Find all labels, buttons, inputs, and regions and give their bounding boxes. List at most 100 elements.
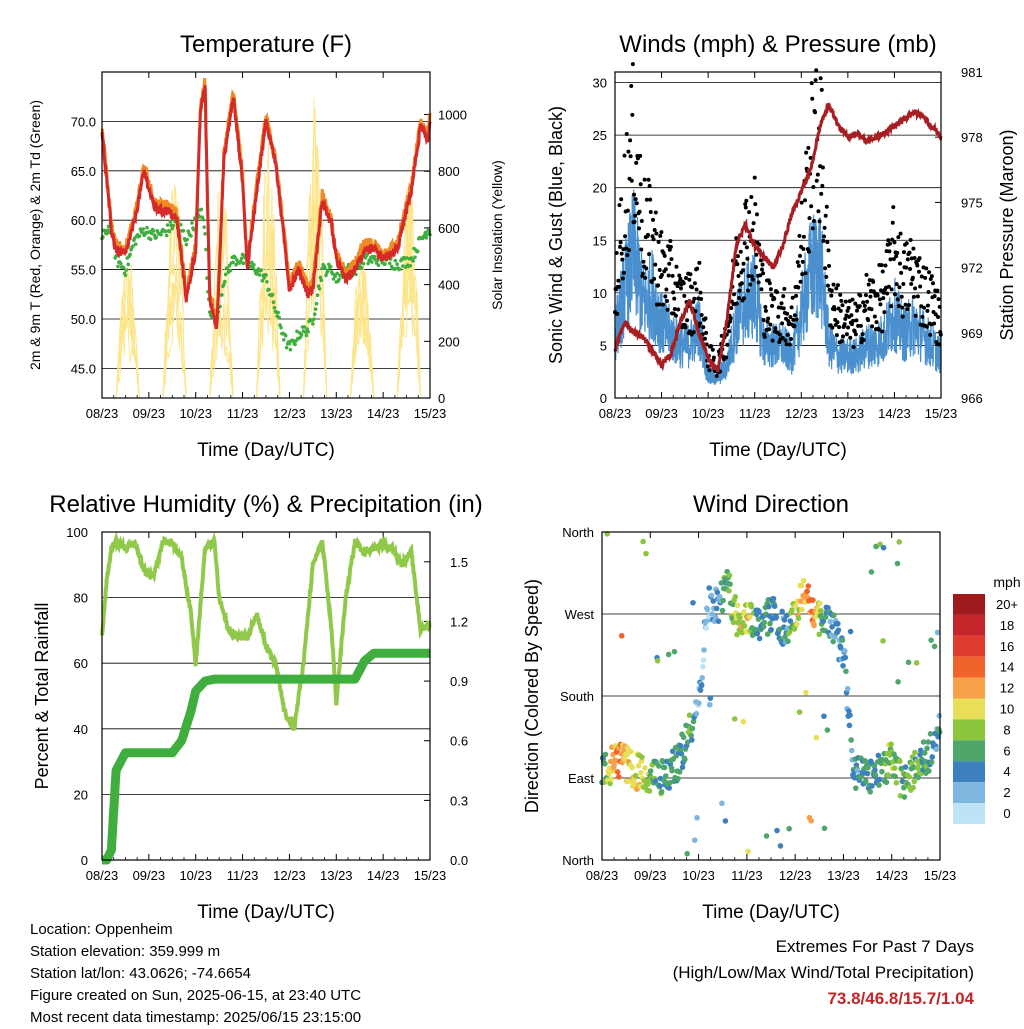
temperature-dewpoint-point xyxy=(408,263,413,268)
direction-direction-point xyxy=(880,638,886,644)
winds-gust-point xyxy=(759,267,764,272)
temperature-ytick-label: 70.0 xyxy=(71,114,96,129)
temperature-dewpoint-point xyxy=(197,215,202,219)
temperature-dewpoint-point xyxy=(276,310,280,315)
temperature-solar-line xyxy=(396,181,422,399)
direction-direction-point xyxy=(813,734,820,741)
temperature-dewpoint-point xyxy=(238,259,243,264)
temperature-dewpoint-point xyxy=(199,207,204,212)
winds-gust-point xyxy=(753,202,758,207)
winds-gust-point xyxy=(676,307,681,312)
direction-direction-point xyxy=(767,620,773,627)
direction-direction-point xyxy=(928,637,934,643)
winds-gust-point xyxy=(659,230,664,235)
temperature-xtick-label: 08/23 xyxy=(86,406,119,421)
temperature-dewpoint-point xyxy=(387,261,392,266)
winds-gust-point xyxy=(639,218,644,223)
extremes-subtitle: (High/Low/Max Wind/Total Precipitation) xyxy=(672,963,974,982)
winds-gust-point xyxy=(749,274,754,279)
winds-gust-point xyxy=(874,320,879,325)
winds-gust-point xyxy=(677,273,682,278)
winds-gust-point xyxy=(746,288,751,293)
temperature-dewpoint-point xyxy=(121,265,126,270)
winds-gust-point xyxy=(794,317,799,322)
temperature-dewpoint-point xyxy=(260,279,265,283)
temperature-dewpoint-point xyxy=(295,329,299,334)
winds-gust-point xyxy=(790,295,795,300)
temperature-solar-line xyxy=(209,303,234,399)
temperature-xtick-label: 13/23 xyxy=(320,406,353,421)
direction-legend-swatch xyxy=(953,761,985,783)
direction-direction-point xyxy=(647,768,654,774)
winds-gust-point xyxy=(810,96,815,101)
winds-gust-point xyxy=(881,296,886,301)
winds-gust-point xyxy=(887,249,892,254)
winds-gust-point xyxy=(854,318,859,323)
winds-gust-point xyxy=(901,281,906,286)
winds-gust-point xyxy=(664,287,669,292)
winds-gust-point xyxy=(638,153,643,158)
direction-direction-point xyxy=(690,599,696,606)
direction-direction-point xyxy=(655,763,662,769)
winds-gust-point xyxy=(729,306,734,311)
temperature-dewpoint-point xyxy=(145,225,149,230)
winds-gust-point xyxy=(727,329,732,334)
winds-gust-point xyxy=(913,286,918,291)
winds-gust-point xyxy=(685,318,690,323)
winds-gust-point xyxy=(780,321,785,326)
direction-direction-point xyxy=(665,651,672,658)
direction-direction-point xyxy=(917,752,923,758)
direction-direction-point xyxy=(893,780,900,786)
winds-gust-point xyxy=(623,234,628,239)
winds-gust-point xyxy=(813,110,818,115)
winds-gust-point xyxy=(840,303,845,308)
winds-gust-point xyxy=(889,304,894,309)
winds-gust-point xyxy=(642,177,647,182)
direction-direction-point xyxy=(885,772,892,778)
winds-gust-point xyxy=(687,329,692,334)
winds-gust-point xyxy=(843,316,848,321)
temperature-dewpoint-point xyxy=(401,264,405,268)
direction-legend-label: 16 xyxy=(1000,639,1014,654)
winds-gust-point xyxy=(694,287,699,292)
direction-direction-point xyxy=(876,776,883,783)
winds-gust-point xyxy=(683,325,688,330)
winds-gust-point xyxy=(904,241,909,246)
direction-direction-point xyxy=(628,748,634,755)
direction-direction-point xyxy=(657,783,663,789)
direction-direction-point xyxy=(793,621,800,627)
winds-gust-point xyxy=(817,219,822,224)
direction-direction-point xyxy=(616,774,622,780)
winds-gust-point xyxy=(740,268,745,273)
direction-direction-point xyxy=(837,645,844,651)
temperature-dewpoint-point xyxy=(323,266,327,270)
winds-gust-point xyxy=(629,178,634,183)
winds-gust-point xyxy=(785,311,790,316)
winds-gust-point xyxy=(830,325,835,330)
winds-gust-point xyxy=(832,307,837,312)
winds-gust-point xyxy=(728,319,733,324)
winds-gust-point xyxy=(885,291,890,296)
winds-gust-point xyxy=(773,326,778,331)
winds-ytick-label: 0 xyxy=(600,391,607,406)
winds-gust-point xyxy=(797,253,802,258)
winds-gust-point xyxy=(842,322,847,327)
humidity-xtick-label: 08/23 xyxy=(86,868,119,883)
temperature-xtick-label: 09/23 xyxy=(133,406,166,421)
direction-direction-point xyxy=(700,663,706,670)
winds-gust-point xyxy=(644,266,649,271)
winds-gust-point xyxy=(895,251,900,256)
direction-direction-point xyxy=(868,569,875,575)
winds-gust-point xyxy=(861,337,866,342)
winds-gust-point xyxy=(911,294,916,299)
winds-gust-point xyxy=(816,209,821,214)
temperature-dewpoint-point xyxy=(326,268,330,273)
direction-direction-point xyxy=(635,762,642,769)
winds-gust-point xyxy=(792,323,797,328)
winds-gust-point xyxy=(775,290,780,295)
direction-direction-point xyxy=(643,550,649,557)
winds-gust-point xyxy=(929,274,934,279)
temperature-y2tick-label: 0 xyxy=(438,391,445,406)
winds-gust-point xyxy=(683,275,688,280)
direction-direction-point xyxy=(608,776,615,782)
